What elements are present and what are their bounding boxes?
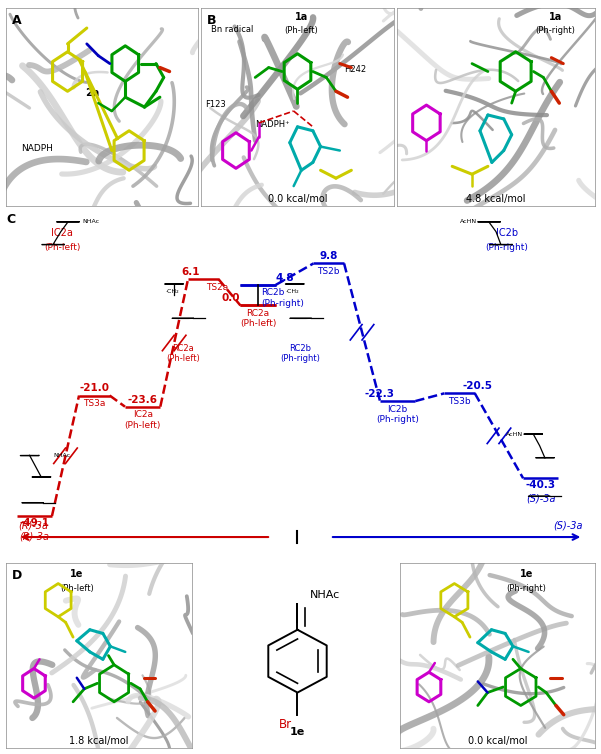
Text: 1a: 1a [294,12,308,23]
Text: F123: F123 [205,100,226,109]
Text: AcHN: AcHN [460,219,477,225]
Text: RC2a
(Ph-left): RC2a (Ph-left) [166,344,200,363]
Text: 1e: 1e [290,727,305,737]
Text: (Ph-left): (Ph-left) [60,584,94,593]
Text: RC2a
(Ph-left): RC2a (Ph-left) [240,309,276,328]
Text: 1e: 1e [70,569,84,579]
Text: C: C [6,213,15,226]
Text: (S)-3a: (S)-3a [554,520,583,531]
Text: Bn radical: Bn radical [211,25,254,34]
Text: -21.0: -21.0 [79,383,109,394]
Text: (R)-3a: (R)-3a [18,520,48,531]
Text: TS3a: TS3a [83,399,106,408]
Text: 1.8 kcal/mol: 1.8 kcal/mol [69,736,129,746]
Text: Br: Br [279,719,292,731]
Text: 1a: 1a [549,12,562,23]
Text: -20.5: -20.5 [463,382,492,391]
Text: IC2a: IC2a [51,228,73,238]
Text: AcHN: AcHN [506,431,523,437]
Text: B: B [207,14,216,27]
Text: RC2b
(Ph-right): RC2b (Ph-right) [261,288,304,308]
Text: 4.8 kcal/mol: 4.8 kcal/mol [466,194,526,204]
Text: (Ph-right): (Ph-right) [507,584,546,593]
Text: IC2b: IC2b [496,228,517,238]
Text: 0.0 kcal/mol: 0.0 kcal/mol [267,194,328,204]
Text: TS2b: TS2b [317,267,340,276]
Text: -40.3: -40.3 [526,480,556,490]
Text: 9.8: 9.8 [320,251,338,262]
Text: -23.6: -23.6 [127,394,157,405]
Text: (Ph-right): (Ph-right) [485,244,528,253]
Text: -22.3: -22.3 [365,389,395,399]
Text: 0.0 kcal/mol: 0.0 kcal/mol [468,736,527,746]
Text: 1e: 1e [520,569,533,579]
Text: (R)-3a: (R)-3a [19,531,49,541]
Text: 2a: 2a [85,88,100,98]
Text: ·CH₂: ·CH₂ [165,289,178,293]
Text: H242: H242 [344,65,366,73]
Text: -49.1: -49.1 [19,518,49,528]
Text: TS3b: TS3b [448,397,471,406]
Text: NHAc: NHAc [53,453,70,458]
Text: (Ph-left): (Ph-left) [44,244,80,253]
Text: (Ph-right): (Ph-right) [535,26,575,35]
Text: (S)-3a: (S)-3a [526,493,555,504]
Text: ·CH₂: ·CH₂ [286,289,299,293]
Text: TS2a: TS2a [206,283,228,292]
Text: IC2b
(Ph-right): IC2b (Ph-right) [376,405,419,424]
Text: IC2a
(Ph-left): IC2a (Ph-left) [124,410,161,430]
Text: D: D [11,569,22,582]
Text: NHAc: NHAc [310,590,340,600]
Text: NADPH: NADPH [22,143,53,152]
Text: (Ph-left): (Ph-left) [284,26,318,35]
Text: 4.8: 4.8 [276,273,294,283]
Text: 6.1: 6.1 [182,267,200,277]
Text: RC2b
(Ph-right): RC2b (Ph-right) [281,344,320,363]
Text: NADPH⁺: NADPH⁺ [255,120,290,129]
Text: NHAc: NHAc [82,219,100,225]
Text: A: A [12,14,22,27]
Text: 0.0: 0.0 [222,293,240,303]
